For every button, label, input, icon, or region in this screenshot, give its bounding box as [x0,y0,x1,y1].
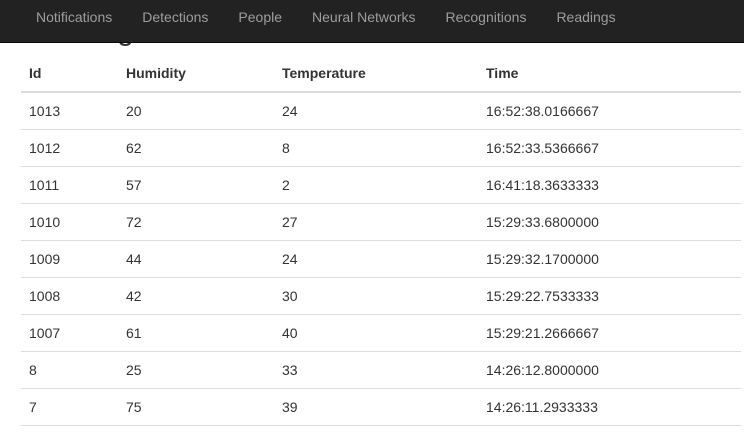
cell-id: 1009 [21,240,118,278]
cell-id: 1013 [21,92,118,130]
table-header-row: Id Humidity Temperature Time [21,55,741,93]
cell-humidity: 42 [118,277,274,315]
cell-humidity: 25 [118,351,274,389]
cell-humidity: 72 [118,203,274,241]
cell-humidity: 75 [118,388,274,426]
readings-table: Id Humidity Temperature Time 1013 20 24 … [21,55,741,426]
nav-link-detections[interactable]: Detections [142,9,209,25]
cell-id: 1007 [21,314,118,352]
readings-table-container: Id Humidity Temperature Time 1013 20 24 … [21,55,741,426]
nav-link-people[interactable]: People [238,9,283,25]
column-header-temperature: Temperature [274,55,478,93]
nav-link-readings[interactable]: Readings [556,9,616,25]
cell-time: 16:41:18.3633333 [478,166,741,204]
cell-humidity: 61 [118,314,274,352]
cell-id: 1011 [21,166,118,204]
cell-time: 15:29:21.2666667 [478,314,741,352]
cell-temperature: 24 [274,92,478,130]
cell-id: 1008 [21,277,118,315]
nav-link-notifications[interactable]: Notifications [36,9,113,25]
nav-link-recognitions[interactable]: Recognitions [445,9,527,25]
nav-list: Notifications Detections People Neural N… [0,0,744,42]
cell-temperature: 30 [274,277,478,315]
cell-time: 15:29:33.6800000 [478,203,741,241]
table-row: 1010 72 27 15:29:33.6800000 [21,203,741,241]
cell-temperature: 24 [274,240,478,278]
table-row: 1011 57 2 16:41:18.3633333 [21,166,741,204]
cell-temperature: 33 [274,351,478,389]
table-row: 1013 20 24 16:52:38.0166667 [21,92,741,130]
cell-time: 15:29:22.7533333 [478,277,741,315]
table-row: 1012 62 8 16:52:33.5366667 [21,129,741,167]
cell-id: 8 [21,351,118,389]
table-row: 1008 42 30 15:29:22.7533333 [21,277,741,315]
column-header-humidity: Humidity [118,55,274,93]
cell-humidity: 57 [118,166,274,204]
table-row: 1009 44 24 15:29:32.1700000 [21,240,741,278]
cell-temperature: 2 [274,166,478,204]
cell-time: 16:52:33.5366667 [478,129,741,167]
cell-humidity: 44 [118,240,274,278]
cell-time: 14:26:11.2933333 [478,388,741,426]
table-row: 7 75 39 14:26:11.2933333 [21,388,741,426]
column-header-id: Id [21,55,118,93]
cell-time: 15:29:32.1700000 [478,240,741,278]
table-row: 8 25 33 14:26:12.8000000 [21,351,741,389]
table-row: 1007 61 40 15:29:21.2666667 [21,314,741,352]
cell-temperature: 27 [274,203,478,241]
cell-id: 7 [21,388,118,426]
cell-temperature: 40 [274,314,478,352]
column-header-time: Time [478,55,741,93]
top-navbar: Notifications Detections People Neural N… [0,0,744,43]
cell-temperature: 8 [274,129,478,167]
cell-temperature: 39 [274,388,478,426]
cell-time: 14:26:12.8000000 [478,351,741,389]
nav-link-neural-networks[interactable]: Neural Networks [312,9,416,25]
cell-id: 1012 [21,129,118,167]
cell-humidity: 62 [118,129,274,167]
cell-id: 1010 [21,203,118,241]
cell-time: 16:52:38.0166667 [478,92,741,130]
cell-humidity: 20 [118,92,274,130]
